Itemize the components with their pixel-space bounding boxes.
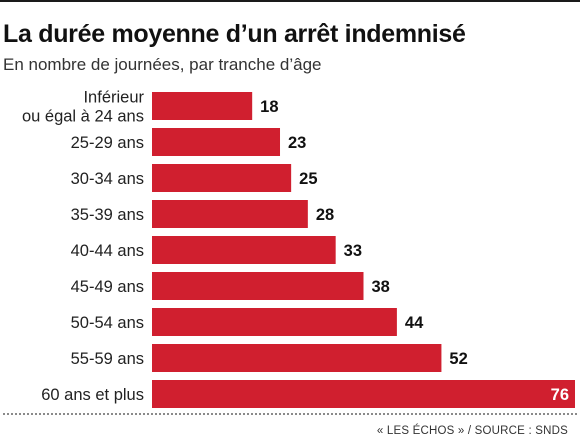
chart-title: La durée moyenne d’un arrêt indemnisé [3,20,466,48]
value-label-8: 76 [551,386,569,404]
value-label-1: 23 [288,134,306,152]
value-label-3: 28 [316,206,334,224]
bar-0 [152,92,253,120]
category-label-7: 55-59 ans [71,350,144,368]
category-label-8: 60 ans et plus [41,386,144,404]
footer-divider [3,413,577,415]
bar-1 [152,128,281,156]
bar-7 [152,344,442,372]
bar-4 [152,236,336,264]
bar-3 [152,200,308,228]
category-label-5: 45-49 ans [71,278,144,296]
value-label-2: 25 [299,170,317,188]
value-label-4: 33 [344,242,362,260]
value-label-7: 52 [449,350,467,368]
category-label-6: 50-54 ans [71,314,144,332]
category-label-0: Inférieur ou égal à 24 ans [22,89,145,126]
bar-5 [152,272,364,300]
category-label-2: 30-34 ans [71,170,144,188]
bar-6 [152,308,397,336]
bar-8 [152,380,575,408]
category-label-4: 40-44 ans [71,242,144,260]
category-label-1: 25-29 ans [71,134,144,152]
chart-subtitle: En nombre de journées, par tranche d’âge [3,55,322,74]
top-rule [0,0,580,2]
bar-2 [152,164,292,192]
value-label-6: 44 [405,314,424,332]
source-credit: « LES ÉCHOS » / SOURCE : SNDS [376,425,568,437]
category-label-3: 35-39 ans [71,206,144,224]
value-label-5: 38 [372,278,390,296]
value-label-0: 18 [260,98,278,116]
